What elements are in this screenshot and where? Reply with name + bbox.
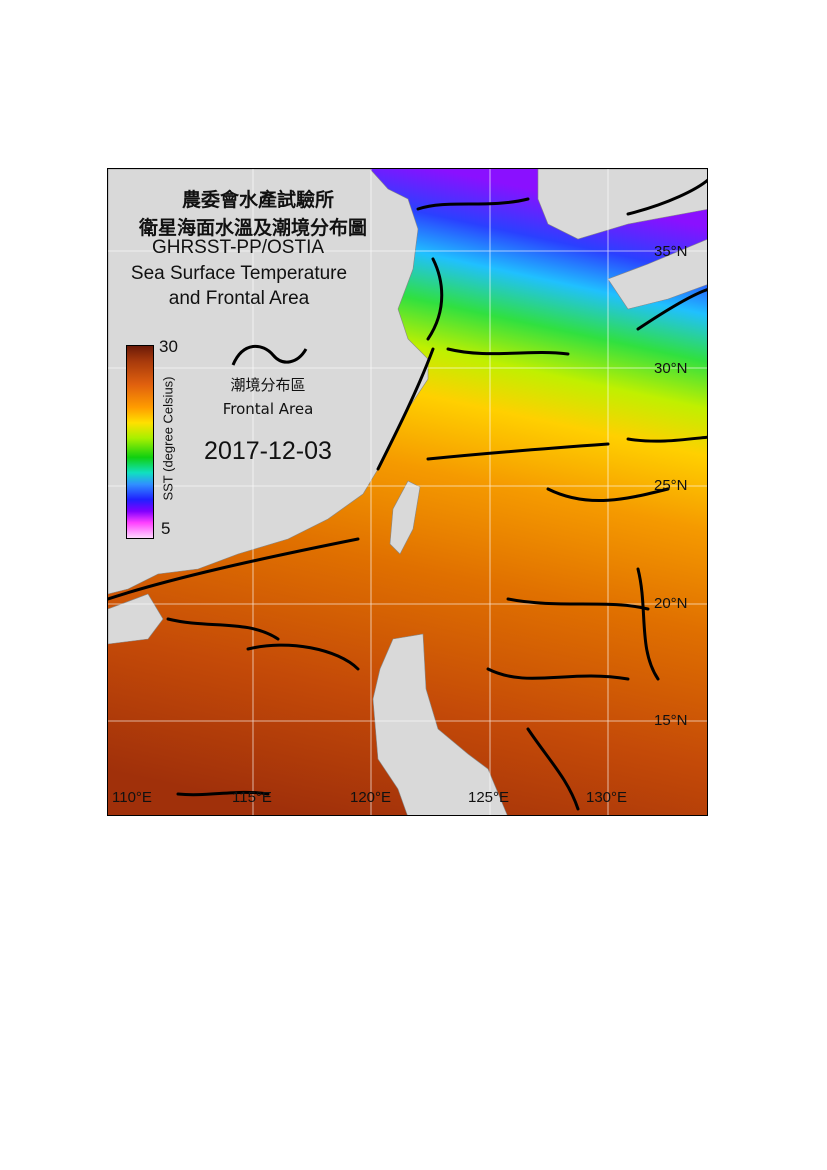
lon-label-110: 110°E (112, 789, 152, 806)
front-legend-en: Frontal Area (222, 400, 314, 418)
colorbar-min-label: 5 (161, 519, 171, 538)
lon-label-125: 125°E (468, 789, 510, 806)
frontal-lines (108, 178, 707, 811)
land-philippines (372, 633, 508, 815)
sst-map: 農委會水產試驗所 衛星海面水溫及潮境分布圖 GHRSST-PP/OSTIA Se… (107, 168, 708, 816)
title-zh-line2: 衛星海面水溫及潮境分布圖 (138, 217, 367, 239)
front-legend-icon (231, 345, 308, 366)
land-taiwan (389, 480, 421, 555)
title-en-line2: and Frontal Area (168, 288, 310, 309)
lat-label-25: 25°N (654, 477, 688, 494)
title-zh-line1: 農委會水產試驗所 (181, 189, 334, 211)
lat-label-30: 30°N (654, 360, 688, 377)
map-date: 2017-12-03 (204, 437, 332, 465)
lon-label-115: 115°E (232, 789, 272, 806)
lon-label-130: 130°E (586, 789, 628, 806)
lat-label-35: 35°N (654, 243, 688, 260)
map-canvas (108, 169, 707, 815)
lat-label-15: 15°N (654, 712, 688, 729)
land-korea (537, 169, 707, 240)
lon-label-120: 120°E (350, 789, 392, 806)
lat-label-20: 20°N (654, 595, 688, 612)
front-legend-zh: 潮境分布區 (230, 376, 306, 394)
land-hainan (108, 593, 164, 645)
sst-colorbar (126, 345, 154, 539)
title-en-line1: Sea Surface Temperature (130, 263, 348, 284)
colorbar-axis-label: SST (degree Celsius) (160, 376, 176, 501)
graticule (108, 169, 707, 815)
land-japan (607, 239, 707, 310)
title-product: GHRSST-PP/OSTIA (151, 237, 325, 258)
colorbar-max-label: 30 (159, 337, 178, 356)
